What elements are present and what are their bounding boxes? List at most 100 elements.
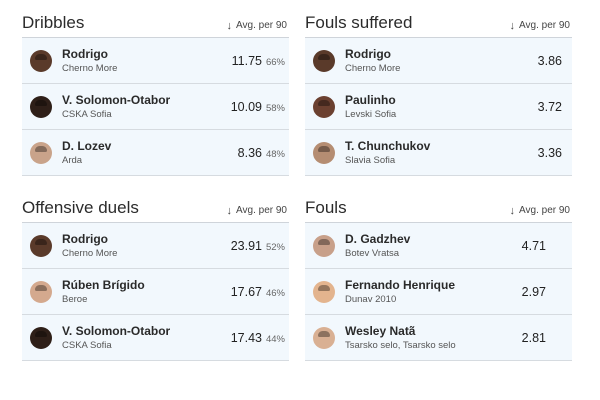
player-team[interactable]: Cherno More bbox=[345, 62, 401, 74]
stat-values: 3.36 bbox=[538, 146, 562, 160]
player-team[interactable]: Tsarsko selo, Tsarsko selo bbox=[345, 339, 456, 351]
sort-metric-label[interactable]: ↓ Avg. per 90 bbox=[226, 20, 287, 32]
stat-card-fouls: Fouls ↓ Avg. per 90 D. Gadzhev Botev Vra… bbox=[305, 193, 572, 361]
player-avatar bbox=[30, 280, 52, 303]
stat-values: 11.75 66% bbox=[232, 54, 285, 68]
player-info: Fernando Henrique Dunav 2010 bbox=[345, 278, 522, 306]
player-row[interactable]: Rodrigo Cherno More 3.86 bbox=[305, 38, 572, 84]
stat-values: 2.97 bbox=[522, 285, 546, 299]
down-arrow-icon: ↓ bbox=[509, 20, 516, 32]
card-title: Offensive duels bbox=[22, 198, 139, 217]
stat-value: 11.75 bbox=[231, 53, 262, 68]
player-avatar bbox=[313, 49, 335, 72]
player-row[interactable]: Wesley Natã Tsarsko selo, Tsarsko selo 2… bbox=[305, 315, 572, 361]
stat-values: 2.81 bbox=[522, 331, 546, 345]
player-row[interactable]: Rúben Brígido Beroe 17.67 46% bbox=[22, 269, 289, 315]
player-team[interactable]: CSKA Sofia bbox=[62, 108, 112, 120]
player-avatar bbox=[30, 95, 52, 118]
player-avatar bbox=[313, 280, 335, 303]
player-info: Rodrigo Cherno More bbox=[345, 47, 538, 75]
player-avatar bbox=[30, 49, 52, 72]
stat-value: 3.86 bbox=[537, 53, 562, 68]
player-info: T. Chunchukov Slavia Sofia bbox=[345, 139, 538, 167]
player-avatar bbox=[30, 234, 52, 257]
player-info: V. Solomon-Otabor CSKA Sofia bbox=[62, 324, 231, 352]
player-row[interactable]: Fernando Henrique Dunav 2010 2.97 bbox=[305, 269, 572, 315]
player-name[interactable]: T. Chunchukov bbox=[345, 138, 431, 153]
metric-text: Avg. per 90 bbox=[236, 205, 287, 216]
player-list: Rodrigo Cherno More 23.91 52% Rúben Bríg… bbox=[22, 223, 289, 361]
stat-values: 8.36 48% bbox=[238, 146, 285, 160]
player-team[interactable]: Cherno More bbox=[62, 247, 118, 259]
player-team[interactable]: Levski Sofia bbox=[345, 108, 397, 120]
sort-metric-label[interactable]: ↓ Avg. per 90 bbox=[509, 205, 570, 217]
player-team[interactable]: CSKA Sofia bbox=[62, 339, 112, 351]
card-header: Fouls suffered ↓ Avg. per 90 bbox=[305, 8, 572, 38]
stat-value: 23.91 bbox=[230, 238, 262, 253]
player-team[interactable]: Slavia Sofia bbox=[345, 154, 396, 166]
stat-value: 4.71 bbox=[521, 238, 546, 253]
player-row[interactable]: V. Solomon-Otabor CSKA Sofia 17.43 44% bbox=[22, 315, 289, 361]
player-avatar bbox=[313, 326, 335, 349]
stat-percent: 52% bbox=[265, 241, 285, 253]
player-name[interactable]: V. Solomon-Otabor bbox=[62, 92, 171, 107]
player-list: Rodrigo Cherno More 3.86 Paulinho Levski… bbox=[305, 38, 572, 176]
player-row[interactable]: Rodrigo Cherno More 23.91 52% bbox=[22, 223, 289, 269]
player-name[interactable]: D. Gadzhev bbox=[345, 231, 411, 246]
stat-value: 3.36 bbox=[537, 145, 562, 160]
player-avatar bbox=[30, 141, 52, 164]
player-team[interactable]: Cherno More bbox=[62, 62, 118, 74]
down-arrow-icon: ↓ bbox=[509, 205, 516, 217]
player-team[interactable]: Botev Vratsa bbox=[345, 247, 400, 259]
player-info: Paulinho Levski Sofia bbox=[345, 93, 538, 121]
metric-text: Avg. per 90 bbox=[519, 20, 570, 31]
player-name[interactable]: D. Lozev bbox=[62, 138, 112, 153]
player-avatar bbox=[313, 141, 335, 164]
stat-percent: 48% bbox=[265, 148, 285, 160]
player-name[interactable]: Wesley Natã bbox=[345, 323, 416, 338]
player-row[interactable]: V. Solomon-Otabor CSKA Sofia 10.09 58% bbox=[22, 84, 289, 130]
player-name[interactable]: Rodrigo bbox=[62, 46, 108, 61]
sort-metric-label[interactable]: ↓ Avg. per 90 bbox=[226, 205, 287, 217]
player-row[interactable]: D. Gadzhev Botev Vratsa 4.71 bbox=[305, 223, 572, 269]
card-title: Fouls bbox=[305, 198, 347, 217]
player-team[interactable]: Beroe bbox=[62, 293, 88, 305]
player-row[interactable]: Paulinho Levski Sofia 3.72 bbox=[305, 84, 572, 130]
card-header: Dribbles ↓ Avg. per 90 bbox=[22, 8, 289, 38]
player-name[interactable]: Rodrigo bbox=[345, 46, 391, 61]
down-arrow-icon: ↓ bbox=[226, 205, 233, 217]
player-name[interactable]: Fernando Henrique bbox=[345, 277, 456, 292]
stat-card-offensive-duels: Offensive duels ↓ Avg. per 90 Rodrigo Ch… bbox=[22, 193, 289, 361]
card-header: Fouls ↓ Avg. per 90 bbox=[305, 193, 572, 223]
stat-value: 2.97 bbox=[521, 284, 546, 299]
player-name[interactable]: Rodrigo bbox=[62, 231, 108, 246]
player-row[interactable]: D. Lozev Arda 8.36 48% bbox=[22, 130, 289, 176]
stat-value: 3.72 bbox=[537, 99, 562, 114]
down-arrow-icon: ↓ bbox=[226, 20, 233, 32]
stat-values: 4.71 bbox=[522, 239, 546, 253]
card-title: Dribbles bbox=[22, 13, 85, 32]
stat-value: 17.43 bbox=[230, 330, 262, 345]
player-team[interactable]: Dunav 2010 bbox=[345, 293, 397, 305]
player-avatar bbox=[313, 234, 335, 257]
player-row[interactable]: T. Chunchukov Slavia Sofia 3.36 bbox=[305, 130, 572, 176]
player-info: Wesley Natã Tsarsko selo, Tsarsko selo bbox=[345, 324, 522, 352]
player-avatar bbox=[313, 95, 335, 118]
stat-percent: 58% bbox=[265, 102, 285, 114]
player-info: V. Solomon-Otabor CSKA Sofia bbox=[62, 93, 231, 121]
stat-values: 3.86 bbox=[538, 54, 562, 68]
player-team[interactable]: Arda bbox=[62, 154, 83, 166]
metric-text: Avg. per 90 bbox=[519, 205, 570, 216]
stat-percent: 66% bbox=[265, 56, 285, 68]
stat-value: 10.09 bbox=[230, 99, 262, 114]
player-name[interactable]: Rúben Brígido bbox=[62, 277, 145, 292]
sort-metric-label[interactable]: ↓ Avg. per 90 bbox=[509, 20, 570, 32]
player-list: Rodrigo Cherno More 11.75 66% V. Solomon… bbox=[22, 38, 289, 176]
stat-percent: 46% bbox=[265, 287, 285, 299]
player-name[interactable]: Paulinho bbox=[345, 92, 396, 107]
player-name[interactable]: V. Solomon-Otabor bbox=[62, 323, 171, 338]
stat-values: 17.67 46% bbox=[231, 285, 285, 299]
stat-card-fouls-suffered: Fouls suffered ↓ Avg. per 90 Rodrigo Che… bbox=[305, 8, 572, 176]
stat-values: 23.91 52% bbox=[231, 239, 285, 253]
player-row[interactable]: Rodrigo Cherno More 11.75 66% bbox=[22, 38, 289, 84]
